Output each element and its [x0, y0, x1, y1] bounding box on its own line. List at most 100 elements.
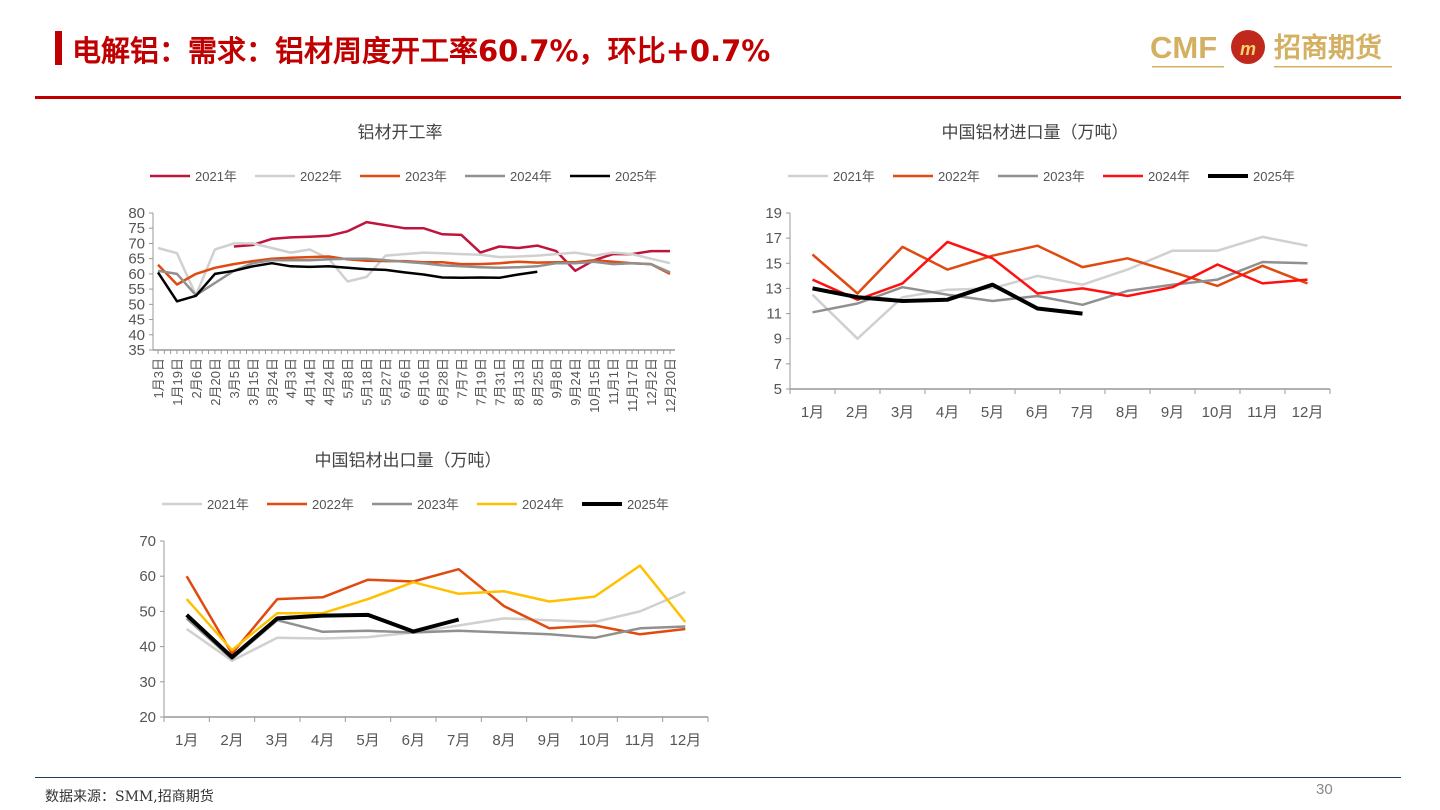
- y-tick-label: 45: [128, 312, 145, 329]
- y-tick-label: 60: [128, 266, 145, 283]
- legend-item: 2024年: [465, 169, 552, 184]
- x-tick-label: 11月17日: [625, 358, 640, 412]
- x-tick-label: 10月: [579, 732, 611, 749]
- x-tick-label: 4月24日: [322, 358, 337, 406]
- x-tick-label: 11月: [1247, 404, 1278, 421]
- y-tick-label: 11: [766, 306, 782, 323]
- y-tick-label: 9: [774, 331, 782, 348]
- x-tick-label: 7月31日: [492, 358, 507, 406]
- x-tick-label: 7月: [1071, 404, 1094, 421]
- series-line-2025年: [156, 261, 538, 303]
- legend-item: 2023年: [360, 169, 447, 184]
- chart-title: 中国铝材出口量（万吨）: [315, 451, 502, 470]
- legend-item: 2022年: [255, 169, 342, 184]
- x-tick-label: 9月24日: [568, 358, 583, 406]
- x-tick-label: 3月5日: [227, 358, 242, 398]
- x-tick-label: 6月: [1026, 404, 1049, 421]
- y-tick-label: 5: [774, 381, 782, 398]
- x-tick-label: 3月: [266, 732, 289, 749]
- x-tick-label: 9月: [1161, 404, 1184, 421]
- legend-item: 2023年: [998, 169, 1085, 184]
- legend-item: 2025年: [570, 169, 657, 184]
- legend-label: 2023年: [1043, 169, 1085, 184]
- x-tick-label: 7月19日: [473, 358, 488, 406]
- x-tick-label: 8月13日: [511, 358, 526, 406]
- y-tick-label: 50: [128, 296, 145, 313]
- legend-label: 2021年: [195, 169, 237, 184]
- page-number: 30: [1316, 781, 1333, 798]
- y-tick-label: 70: [139, 533, 156, 550]
- y-tick-label: 65: [128, 251, 145, 268]
- x-tick-label: 5月18日: [360, 358, 375, 406]
- x-tick-label: 8月25日: [530, 358, 545, 406]
- y-tick-label: 30: [139, 674, 156, 691]
- title-accent-bar: [55, 31, 62, 65]
- x-tick-label: 12月20日: [663, 358, 678, 413]
- x-tick-label: 11月: [625, 732, 656, 749]
- y-tick-label: 40: [128, 327, 145, 344]
- legend-label: 2021年: [833, 169, 875, 184]
- series-line-2021年: [233, 220, 670, 273]
- x-tick-label: 4月: [936, 404, 959, 421]
- x-tick-label: 1月19日: [170, 358, 185, 406]
- x-tick-label: 12月: [1292, 404, 1324, 421]
- series-line-2021年: [811, 235, 1308, 340]
- x-tick-label: 2月: [220, 732, 243, 749]
- cmf-logo: CMF m 招商期货: [1150, 30, 1392, 68]
- y-tick-label: 7: [774, 356, 782, 373]
- x-tick-label: 5月27日: [379, 358, 394, 406]
- y-tick-label: 80: [128, 205, 145, 222]
- x-tick-label: 6月6日: [398, 358, 413, 398]
- x-tick-label: 4月: [311, 732, 334, 749]
- x-tick-label: 10月: [1202, 404, 1234, 421]
- legend-item: 2021年: [162, 497, 249, 512]
- y-tick-label: 19: [765, 205, 782, 222]
- x-tick-label: 6月28日: [435, 358, 450, 406]
- series-line-2025年: [185, 612, 460, 660]
- page-title: 电解铝：需求：铝材周度开工率60.7%，环比+0.7%: [72, 34, 771, 68]
- chart-title: 中国铝材进口量（万吨）: [942, 123, 1129, 142]
- legend-label: 2024年: [522, 497, 564, 512]
- y-tick-label: 70: [128, 235, 145, 252]
- header-rule: [35, 96, 1401, 99]
- y-tick-label: 50: [139, 603, 156, 620]
- series-line-2022年: [185, 567, 686, 655]
- series-line-2022年: [157, 242, 671, 297]
- y-tick-label: 55: [128, 281, 145, 298]
- legend-label: 2024年: [1148, 169, 1190, 184]
- x-tick-label: 5月: [981, 404, 1004, 421]
- legend-item: 2024年: [477, 497, 564, 512]
- x-tick-label: 8月: [1116, 404, 1139, 421]
- x-tick-label: 5月: [356, 732, 379, 749]
- y-tick-label: 75: [128, 220, 145, 237]
- legend-label: 2022年: [312, 497, 354, 512]
- chart-title: 铝材开工率: [358, 123, 443, 142]
- x-tick-label: 9月: [538, 732, 561, 749]
- svg-text:CMF: CMF: [1150, 30, 1217, 65]
- x-tick-label: 3月24日: [265, 358, 280, 406]
- legend-item: 2021年: [788, 169, 875, 184]
- y-tick-label: 17: [765, 230, 782, 247]
- x-tick-label: 11月1日: [606, 358, 621, 405]
- series-line-2021年: [185, 590, 686, 662]
- x-tick-label: 2月: [846, 404, 869, 421]
- legend-item: 2025年: [582, 497, 669, 512]
- y-tick-label: 40: [139, 639, 156, 656]
- legend-item: 2022年: [893, 169, 980, 184]
- x-tick-label: 8月: [492, 732, 515, 749]
- series-line-2025年: [812, 282, 1083, 316]
- legend-label: 2022年: [300, 169, 342, 184]
- y-tick-label: 15: [765, 255, 782, 272]
- y-tick-label: 13: [765, 280, 782, 297]
- x-tick-label: 7月7日: [454, 358, 469, 398]
- legend-label: 2021年: [207, 497, 249, 512]
- footer-rule: [35, 777, 1401, 778]
- legend-label: 2023年: [405, 169, 447, 184]
- legend-item: 2025年: [1208, 169, 1295, 184]
- legend-label: 2025年: [615, 169, 657, 184]
- series-line-2023年: [812, 260, 1308, 314]
- legend-label: 2022年: [938, 169, 980, 184]
- x-tick-label: 1月: [175, 732, 198, 749]
- x-tick-label: 2月20日: [208, 358, 223, 406]
